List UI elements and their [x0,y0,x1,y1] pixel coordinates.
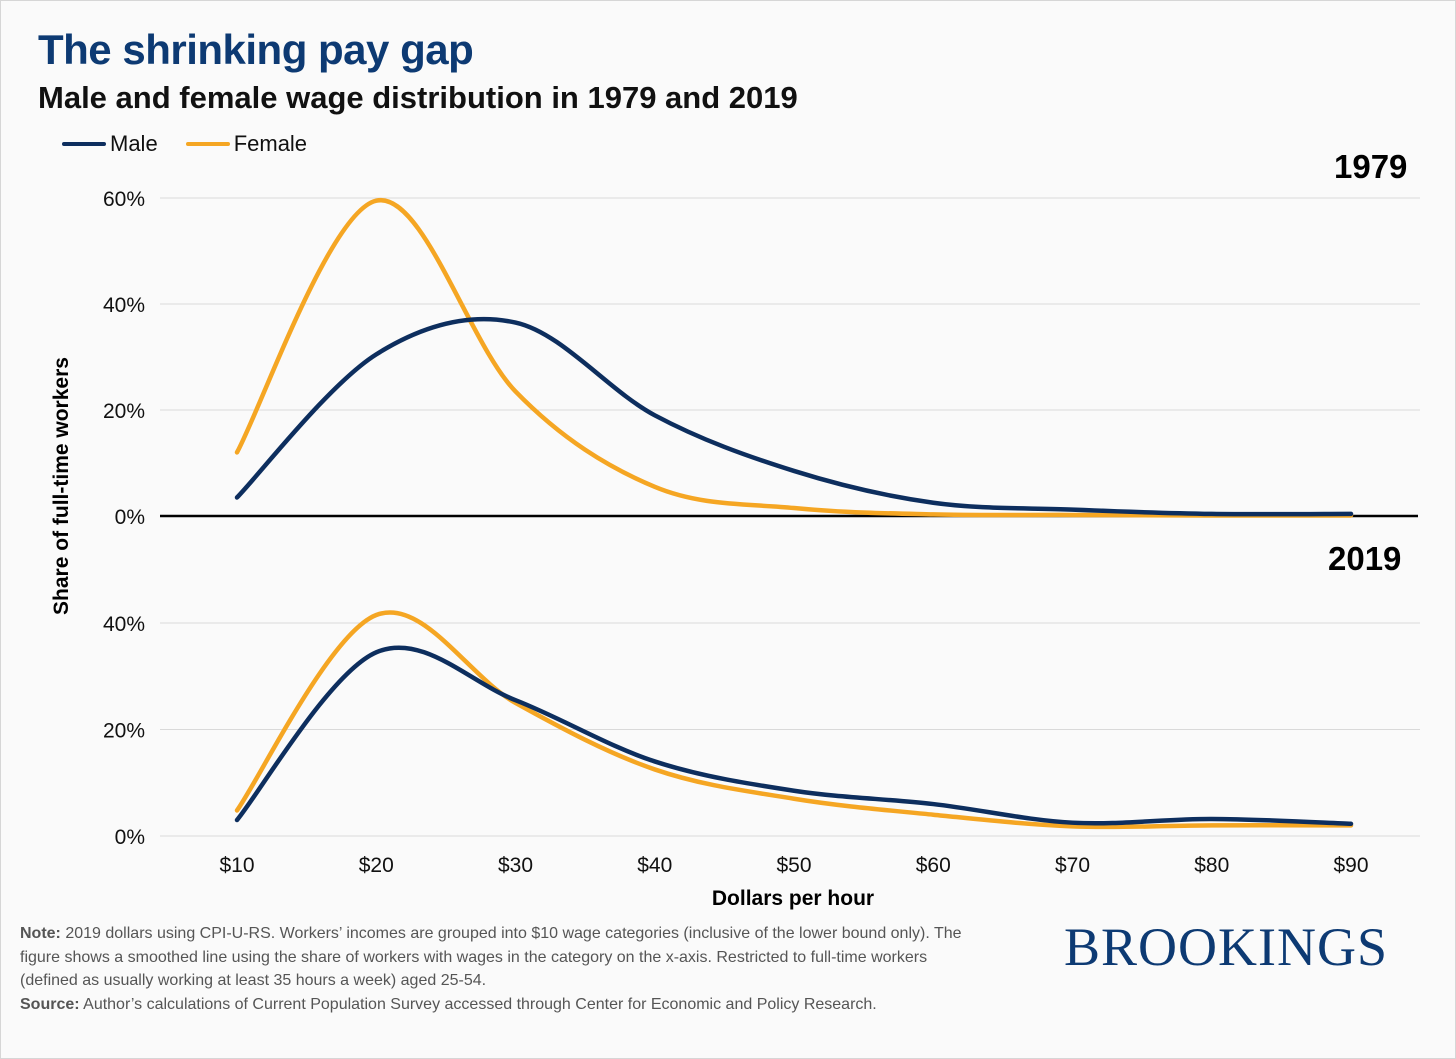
legend-item-female: Female [185,131,308,157]
note-text: 2019 dollars using CPI-U-RS. Workers’ in… [20,925,962,989]
xtick-label-7: $80 [1194,854,1229,877]
series-line-female-2019 [234,610,1354,830]
source-label: Source: [20,995,80,1013]
ytick-label-1979-0: 0% [115,506,145,529]
note-paragraph: Note: 2019 dollars using CPI-U-RS. Worke… [20,922,980,993]
legend-label-female: Female [233,131,308,156]
panel-label-1979: 1979 [1334,148,1408,185]
series-line-female-1979 [234,198,1354,518]
ytick-label-1979-1: 20% [103,400,145,423]
xtick-label-1: $20 [359,854,394,877]
ytick-label-2019-2: 40% [103,613,145,636]
legend-swatch-female [185,142,230,146]
legend-swatch-male [62,142,106,146]
chart-title: The shrinking pay gap [38,26,474,73]
ytick-label-1979-2: 40% [103,294,145,317]
legend-label-male: Male [110,131,158,156]
series-line-male-1979 [234,316,1354,517]
note-label: Note: [20,925,61,942]
ytick-label-2019-1: 20% [103,720,145,743]
xtick-label-2: $30 [498,854,533,877]
xtick-label-8: $90 [1333,854,1368,877]
ytick-label-1979-3: 60% [103,188,145,211]
chart-subtitle: Male and female wage distribution in 197… [38,80,798,115]
xtick-label-6: $70 [1055,854,1090,877]
xtick-label-5: $60 [916,854,951,877]
legend-item-male: Male [62,131,158,157]
series-line-male-2019 [234,645,1354,827]
legend: Male Female [62,131,335,157]
ytick-label-2019-0: 0% [115,826,145,849]
x-axis-title: Dollars per hour [712,887,874,910]
source-text: Author’s calculations of Current Populat… [83,995,877,1013]
panel-label-2019: 2019 [1328,540,1402,577]
xtick-label-4: $50 [776,854,811,877]
chart-note: Note: 2019 dollars using CPI-U-RS. Worke… [20,922,980,1016]
xtick-label-0: $10 [219,854,254,877]
xtick-label-3: $40 [637,854,672,877]
y-axis-title: Share of full-time workers [50,357,73,615]
brookings-logo: BROOKINGS [1064,917,1389,977]
source-paragraph: Source: Author’s calculations of Current… [20,993,980,1017]
